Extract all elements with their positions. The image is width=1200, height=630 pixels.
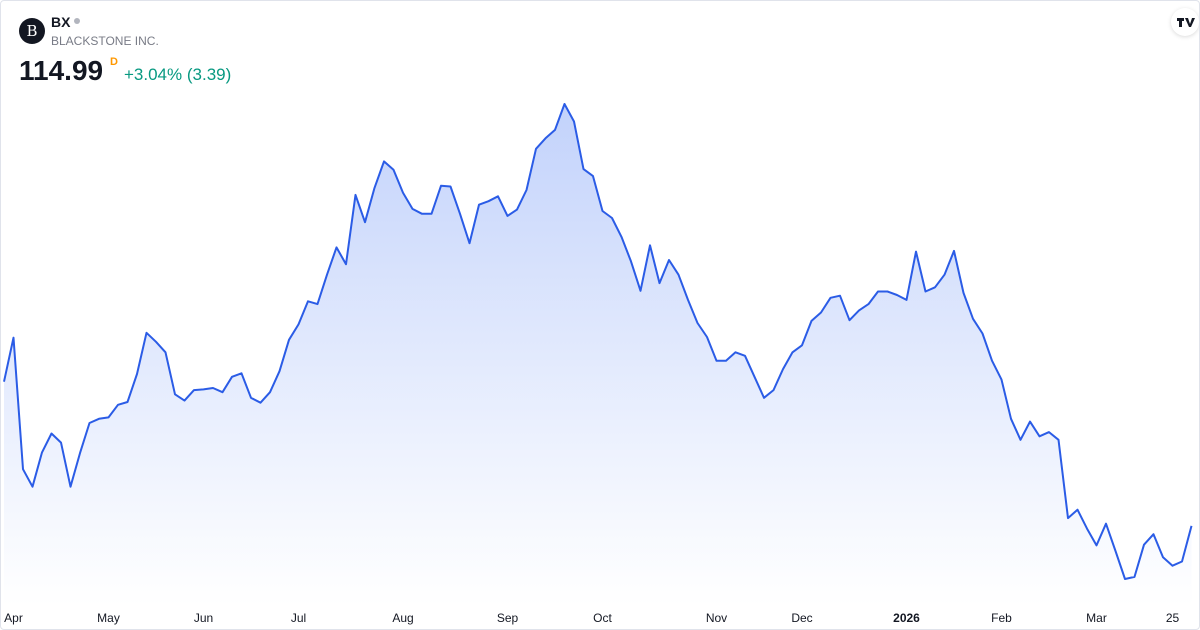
company-name: BLACKSTONE INC.: [51, 34, 159, 48]
symbol: BX: [51, 14, 71, 30]
x-tick-label: 25: [1166, 611, 1180, 625]
last-price: 114.99: [19, 55, 104, 86]
x-tick-label: Apr: [4, 611, 23, 625]
x-tick-label: Jul: [291, 611, 306, 625]
x-tick-label: Mar: [1086, 611, 1107, 625]
brand-icon: [1177, 18, 1195, 27]
x-tick-label: Oct: [593, 611, 612, 625]
x-tick-label: Jun: [194, 611, 213, 625]
x-tick-label: May: [97, 611, 120, 625]
price-line: [3, 103, 1193, 580]
logo: B: [19, 18, 45, 44]
x-tick-label: Feb: [991, 611, 1012, 625]
x-tick-label: Nov: [706, 611, 727, 625]
area-fill: [4, 104, 1192, 606]
x-tick-label: Dec: [791, 611, 812, 625]
x-tick-label: Aug: [392, 611, 413, 625]
x-tick-label: Sep: [497, 611, 519, 625]
status-dot: [74, 18, 80, 24]
x-tick-label: 2026: [893, 611, 920, 625]
price-change: +3.04% (3.39): [124, 65, 232, 84]
interval-badge: D: [110, 56, 118, 68]
brand-logo[interactable]: [1171, 8, 1199, 36]
